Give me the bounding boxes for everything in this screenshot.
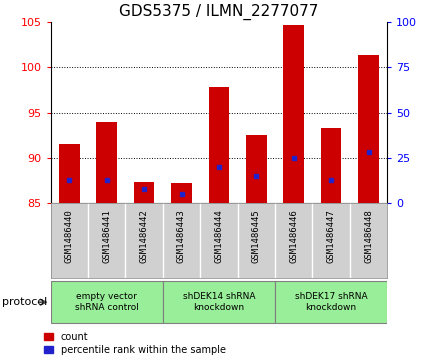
Bar: [171, 183, 192, 203]
Text: protocol: protocol: [2, 297, 48, 307]
Text: GSM1486443: GSM1486443: [177, 209, 186, 263]
Text: GSM1486448: GSM1486448: [364, 209, 373, 263]
Text: GSM1486447: GSM1486447: [326, 209, 336, 263]
Bar: [246, 135, 267, 203]
Text: shDEK17 shRNA
knockdown: shDEK17 shRNA knockdown: [295, 293, 367, 312]
Text: shDEK14 shRNA
knockdown: shDEK14 shRNA knockdown: [183, 293, 255, 312]
Bar: [51, 281, 163, 323]
Text: GSM1486446: GSM1486446: [289, 209, 298, 263]
Bar: [275, 281, 387, 323]
Text: GSM1486442: GSM1486442: [139, 209, 149, 263]
Bar: [321, 128, 341, 203]
Text: GSM1486441: GSM1486441: [102, 209, 111, 263]
Bar: [358, 55, 379, 203]
Text: GSM1486445: GSM1486445: [252, 209, 261, 263]
Legend: count, percentile rank within the sample: count, percentile rank within the sample: [44, 331, 226, 355]
Text: GSM1486440: GSM1486440: [65, 209, 74, 263]
Bar: [96, 122, 117, 203]
Bar: [59, 144, 80, 203]
Bar: [163, 281, 275, 323]
Title: GDS5375 / ILMN_2277077: GDS5375 / ILMN_2277077: [119, 4, 319, 20]
Bar: [134, 182, 154, 203]
Bar: [283, 24, 304, 203]
Text: empty vector
shRNA control: empty vector shRNA control: [75, 293, 139, 312]
Text: GSM1486444: GSM1486444: [214, 209, 224, 263]
Bar: [209, 87, 229, 203]
